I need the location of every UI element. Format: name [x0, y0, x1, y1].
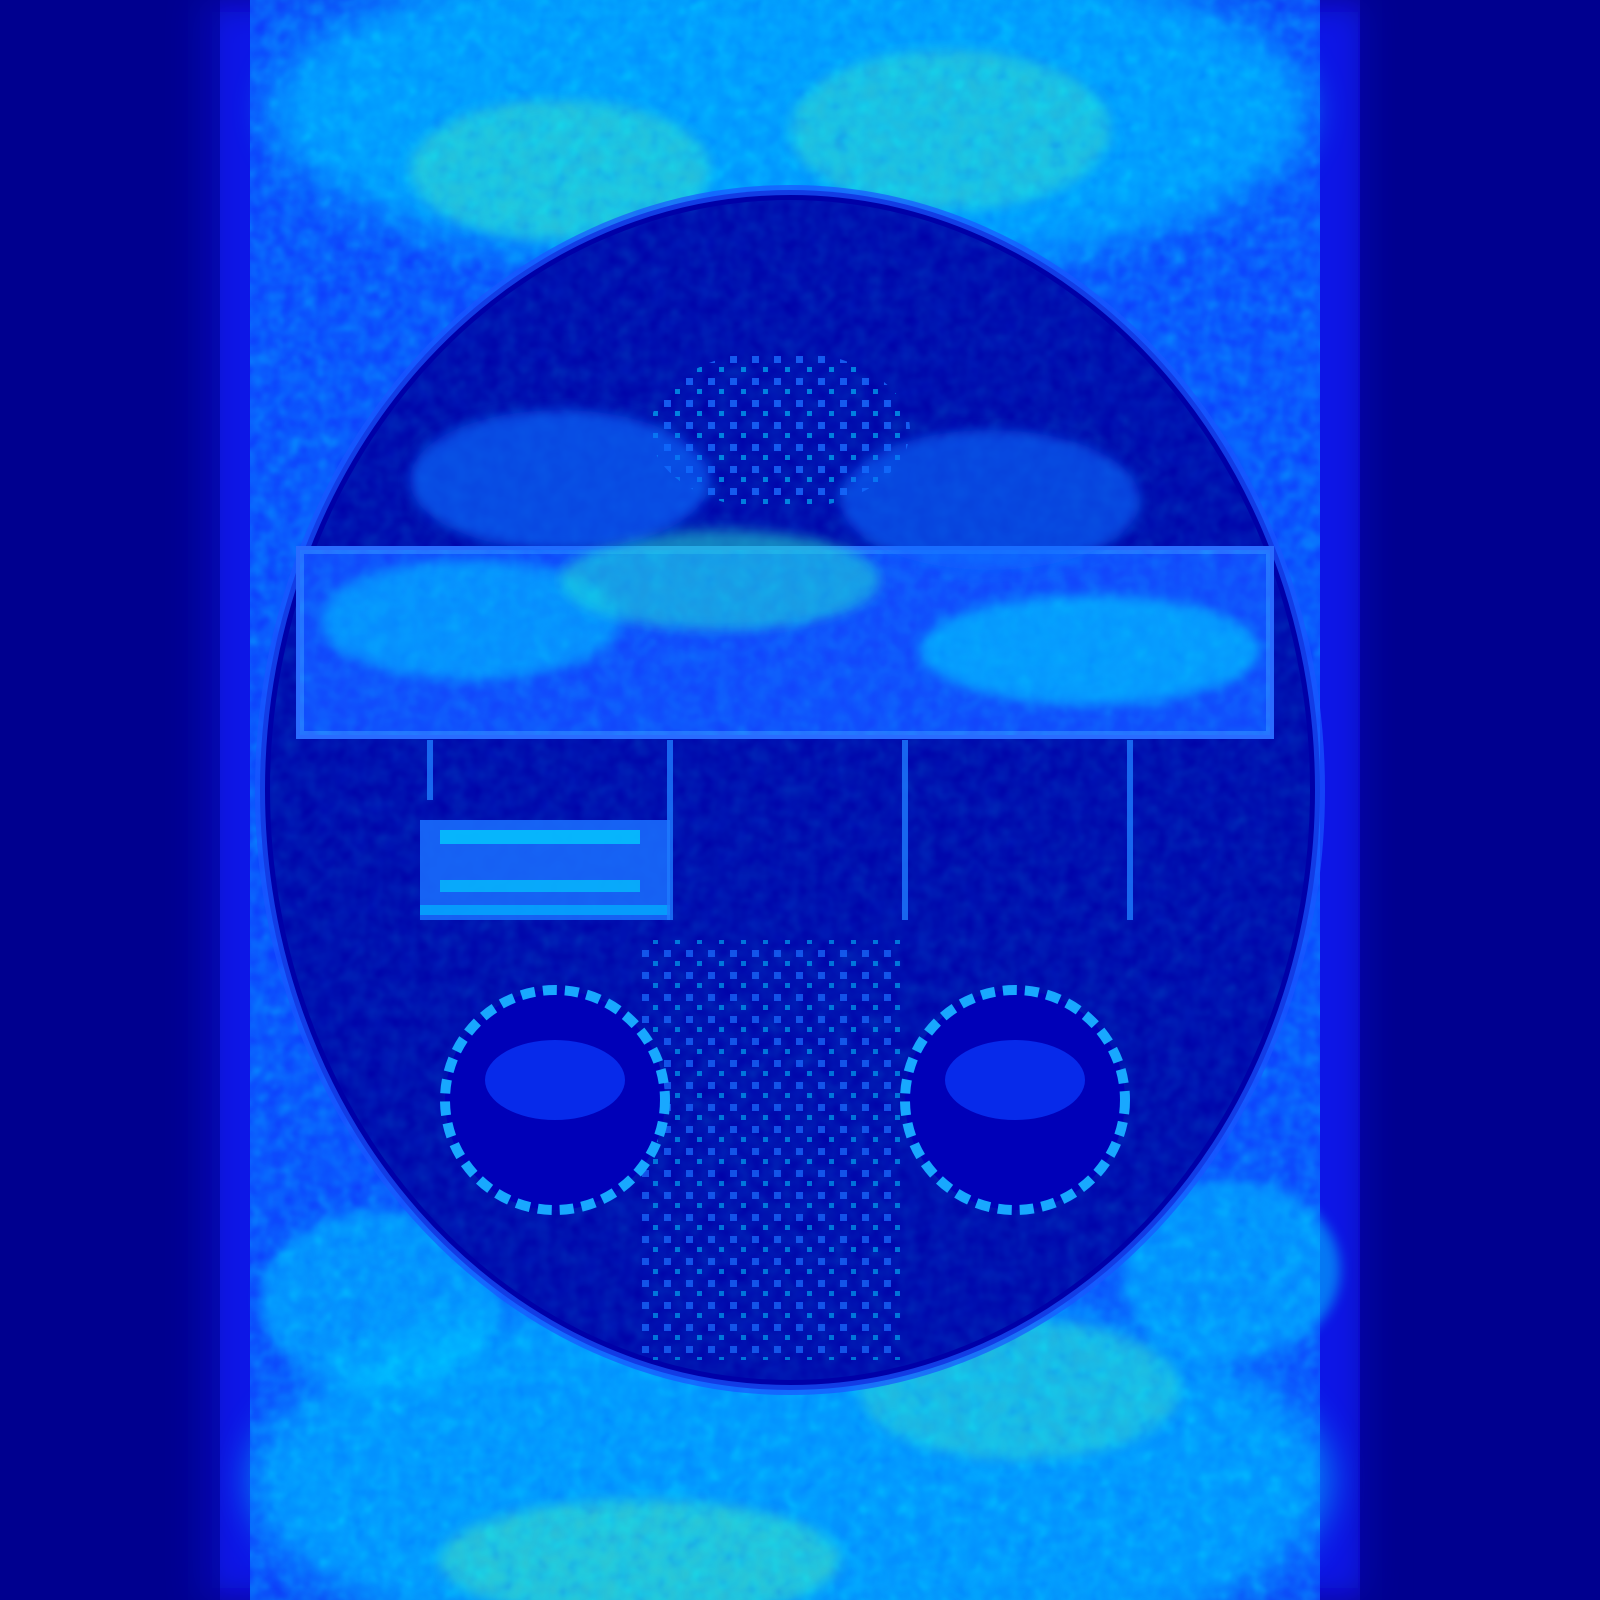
right-edge	[1360, 0, 1600, 1600]
ring-left	[440, 985, 670, 1215]
bright-slab	[296, 530, 1274, 739]
ring-right	[900, 985, 1130, 1215]
patch-right	[840, 430, 1140, 570]
left-edge	[0, 0, 220, 1600]
dot-grid-bottom	[640, 940, 900, 1360]
dot-grid-top	[650, 350, 910, 510]
patch-left	[410, 410, 710, 550]
mid-left-block	[420, 820, 670, 920]
guide-lines	[427, 740, 1133, 920]
